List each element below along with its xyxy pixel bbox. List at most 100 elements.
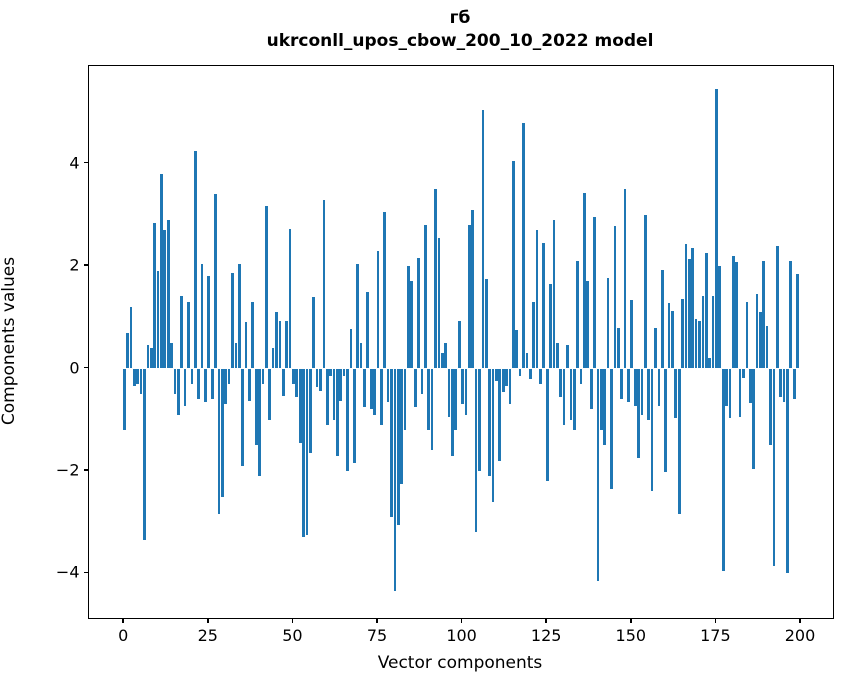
bar [603, 368, 607, 446]
bar [308, 368, 312, 453]
bar [495, 368, 498, 382]
bar [359, 342, 363, 369]
bar [701, 295, 705, 369]
bar [346, 368, 349, 471]
bar [136, 368, 140, 384]
bar [782, 368, 786, 402]
bar [139, 368, 143, 395]
bar [207, 276, 211, 369]
bar [599, 368, 603, 430]
bar [133, 368, 136, 387]
bar [146, 345, 150, 369]
bar [278, 320, 282, 369]
x-tick-label: 175 [700, 626, 731, 645]
bar [264, 205, 268, 369]
bar [640, 368, 644, 415]
bar [775, 245, 779, 369]
bar [244, 322, 248, 369]
bar [671, 310, 674, 369]
bar [772, 368, 776, 566]
bar [616, 327, 620, 369]
bar [765, 326, 769, 369]
bar [190, 368, 194, 384]
x-tick-mark [291, 618, 294, 624]
bar [224, 368, 228, 405]
bar [606, 278, 610, 369]
x-tick-label: 200 [784, 626, 816, 645]
bar [610, 368, 613, 489]
bar [708, 358, 711, 369]
bar [366, 291, 370, 369]
bar [315, 368, 319, 388]
bar [129, 307, 133, 369]
y-tick-mark [83, 366, 88, 369]
bar [183, 368, 187, 406]
bar [234, 342, 238, 369]
bar [204, 368, 207, 402]
bar [383, 212, 387, 369]
bar [525, 353, 529, 369]
bar [549, 284, 552, 369]
bar [535, 230, 539, 369]
bar [288, 229, 292, 369]
bar [556, 342, 559, 369]
x-tick-mark [207, 618, 209, 624]
bar [254, 368, 258, 446]
x-tick-label: 25 [197, 626, 218, 645]
bar [400, 368, 404, 484]
bar [762, 260, 766, 369]
bar [461, 368, 464, 405]
bar [187, 301, 190, 369]
bar [633, 368, 637, 406]
bar [261, 368, 265, 384]
bar [660, 269, 664, 369]
bar [755, 294, 759, 369]
bar [356, 263, 360, 369]
bar [285, 320, 288, 369]
bar [248, 368, 251, 401]
bar [231, 272, 234, 369]
y-axis-label: Components values [0, 256, 19, 426]
bar [437, 237, 441, 369]
bar [792, 368, 796, 400]
bar [515, 330, 519, 369]
bar [769, 368, 772, 446]
bar [413, 368, 417, 407]
bar [241, 368, 244, 466]
bar [742, 368, 745, 378]
bar [410, 281, 414, 369]
x-tick-mark [630, 618, 632, 624]
bar [667, 302, 671, 369]
bar [687, 258, 691, 369]
bar [220, 368, 224, 497]
bar [447, 368, 451, 418]
y-tick-label: −4 [55, 562, 80, 582]
bar [342, 368, 346, 377]
bar [434, 189, 437, 369]
bar [545, 368, 549, 482]
bars-layer [89, 66, 833, 618]
y-tick-mark [83, 161, 88, 164]
bar [471, 209, 475, 369]
bar [674, 368, 678, 418]
y-tick-mark [83, 469, 88, 471]
bar [176, 368, 180, 415]
bar [166, 220, 170, 369]
plot-area [88, 65, 834, 619]
bar [292, 368, 295, 384]
bar [620, 368, 623, 400]
bar [427, 368, 431, 430]
bar [643, 214, 647, 369]
bar [677, 368, 681, 515]
bar [508, 368, 512, 405]
bar [498, 368, 502, 461]
bar [295, 368, 299, 397]
bar [637, 368, 640, 458]
bar [393, 368, 397, 592]
bar [501, 368, 505, 392]
x-axis-label: Vector components [377, 653, 543, 673]
bar [451, 368, 454, 456]
bar [657, 368, 661, 406]
bar [576, 260, 579, 369]
bar [698, 320, 701, 369]
